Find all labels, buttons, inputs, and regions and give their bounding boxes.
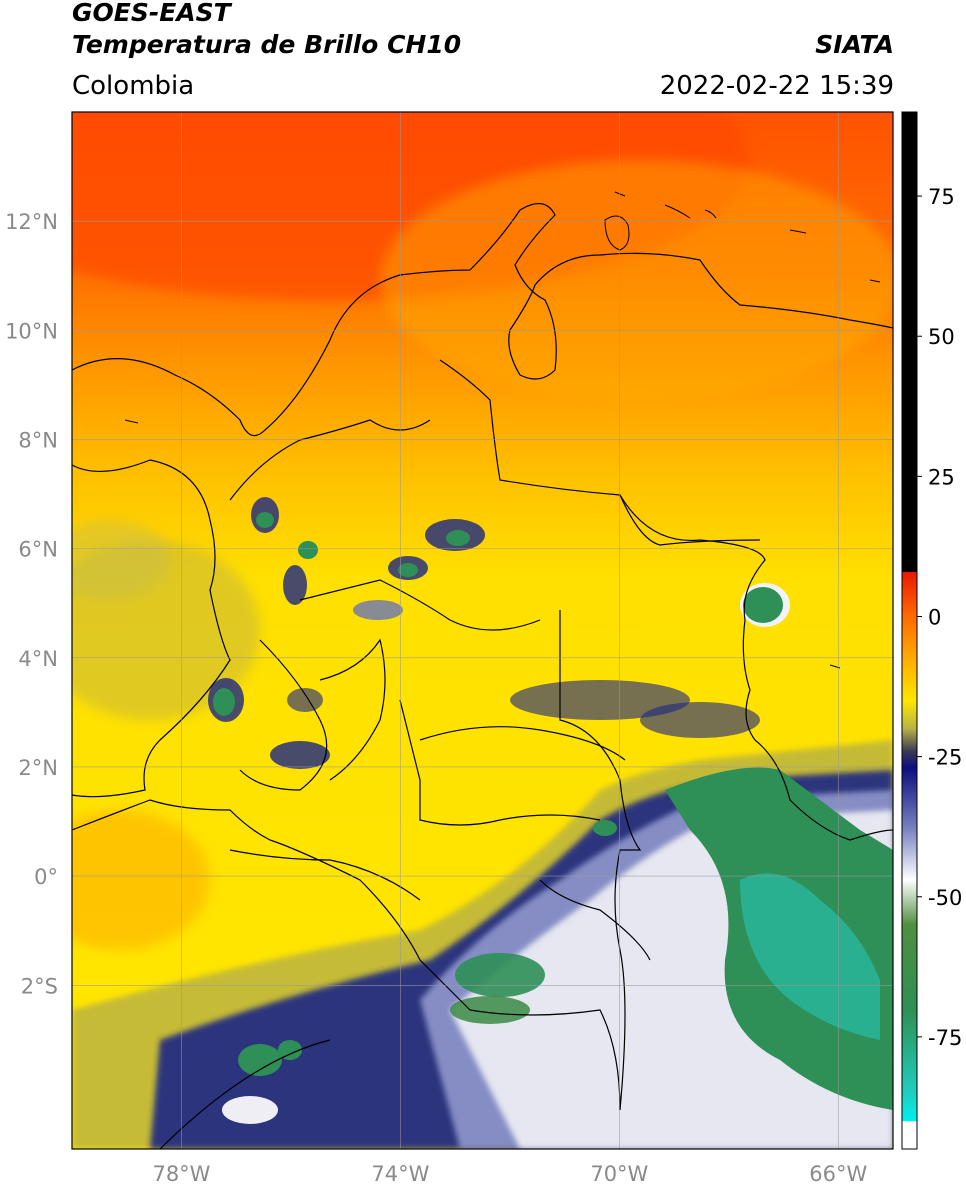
longitude-tick-label: 70°W	[590, 1162, 648, 1186]
latitude-tick-label: 10°N	[5, 319, 58, 343]
longitude-labels: 78°W 74°W 70°W 66°W	[152, 1162, 867, 1186]
map-frame	[71, 111, 894, 1150]
latitude-tick-label: 4°N	[18, 647, 58, 671]
region-label: Colombia	[72, 71, 195, 101]
country-borders	[72, 203, 893, 1149]
satellite-title: GOES-EAST	[72, 0, 231, 27]
graticule	[72, 112, 893, 1149]
latitude-labels: 12°N 10°N 8°N 6°N 4°N 2°N 0° 2°S	[5, 210, 58, 998]
colorbar-frame	[901, 111, 918, 1150]
colorbar-tick-label: 75	[928, 185, 955, 209]
colorbar-tick-label: 25	[928, 465, 955, 489]
longitude-tick-label: 66°W	[809, 1162, 867, 1186]
colorbar-tick-label: 50	[928, 325, 955, 349]
colorbar	[902, 112, 917, 1149]
colorbar-tick-label: -50	[928, 886, 962, 910]
colorbar-tick-label: -75	[928, 1026, 962, 1050]
organization-label: SIATA	[815, 30, 894, 59]
latitude-tick-label: 6°N	[18, 538, 58, 562]
datetime-label: 2022-02-22 15:39	[659, 71, 894, 101]
latitude-tick-label: 2°S	[21, 974, 58, 998]
colorbar-tick-label: -25	[928, 746, 962, 770]
longitude-tick-label: 74°W	[371, 1162, 429, 1186]
latitude-tick-label: 0°	[34, 865, 58, 889]
map-imagery	[72, 112, 893, 1149]
latitude-tick-label: 2°N	[18, 756, 58, 780]
product-title: Temperatura de Brillo CH10	[72, 30, 462, 59]
islands	[124, 191, 881, 669]
longitude-tick-label: 78°W	[152, 1162, 210, 1186]
colorbar-tick-label: 0	[928, 605, 941, 629]
colorbar-ticks: 75 50 25 0 -25 -50 -75	[917, 185, 962, 1050]
latitude-tick-label: 12°N	[5, 210, 58, 234]
latitude-tick-label: 8°N	[18, 428, 58, 452]
